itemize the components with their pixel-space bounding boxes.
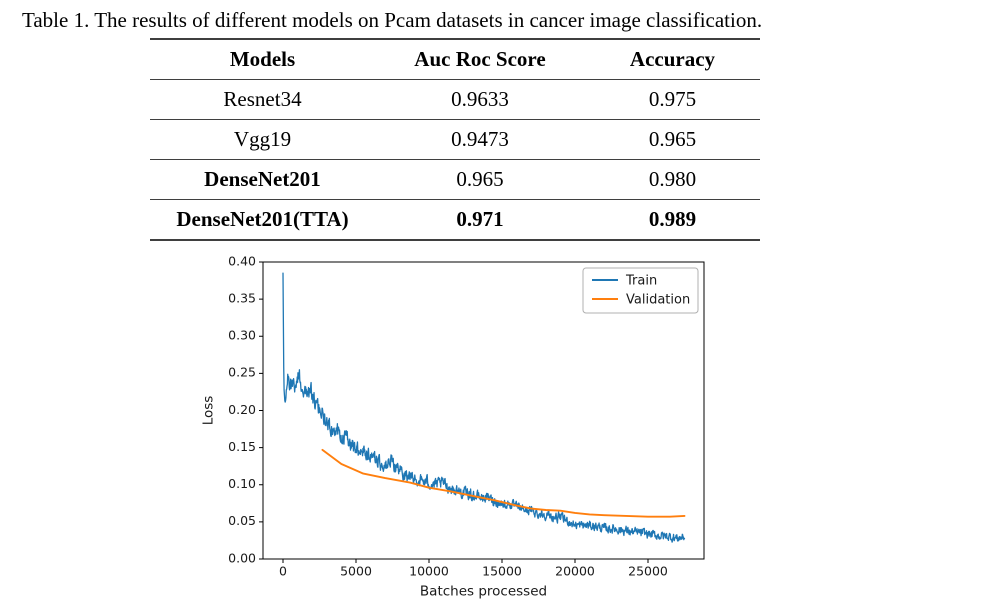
table-row: Vgg19 0.9473 0.965 (150, 120, 760, 160)
auc-roc-cell: 0.9473 (451, 127, 509, 151)
auc-roc-cell: 0.9633 (451, 87, 509, 111)
results-table: Models Auc Roc Score Accuracy Resnet34 0.963… (150, 38, 760, 241)
table-header-cell: Accuracy (629, 47, 716, 71)
accuracy-cell: 0.989 (648, 207, 697, 231)
accuracy-cell: 0.975 (648, 87, 697, 111)
table-row: Resnet34 0.9633 0.975 (150, 80, 760, 120)
table-header-cell: Models (229, 47, 296, 71)
accuracy-cell: 0.980 (648, 167, 697, 191)
accuracy-cell: 0.965 (648, 127, 697, 151)
auc-roc-cell: 0.971 (456, 207, 504, 231)
model-name-cell: DenseNet201 (204, 167, 321, 191)
model-name-cell: DenseNet201(TTA) (176, 207, 349, 231)
table-row: DenseNet201 0.965 0.980 (150, 160, 760, 200)
table-caption: Table 1. The results of different models… (22, 8, 763, 32)
loss-chart (185, 248, 735, 608)
table-header-row: Models Auc Roc Score Accuracy (150, 40, 760, 80)
table-header-cell: Auc Roc Score (414, 47, 546, 71)
table-row: DenseNet201(TTA) 0.971 0.989 (150, 200, 760, 239)
model-name-cell: Vgg19 (233, 127, 292, 151)
auc-roc-cell: 0.965 (456, 167, 504, 191)
model-name-cell: Resnet34 (223, 87, 302, 111)
